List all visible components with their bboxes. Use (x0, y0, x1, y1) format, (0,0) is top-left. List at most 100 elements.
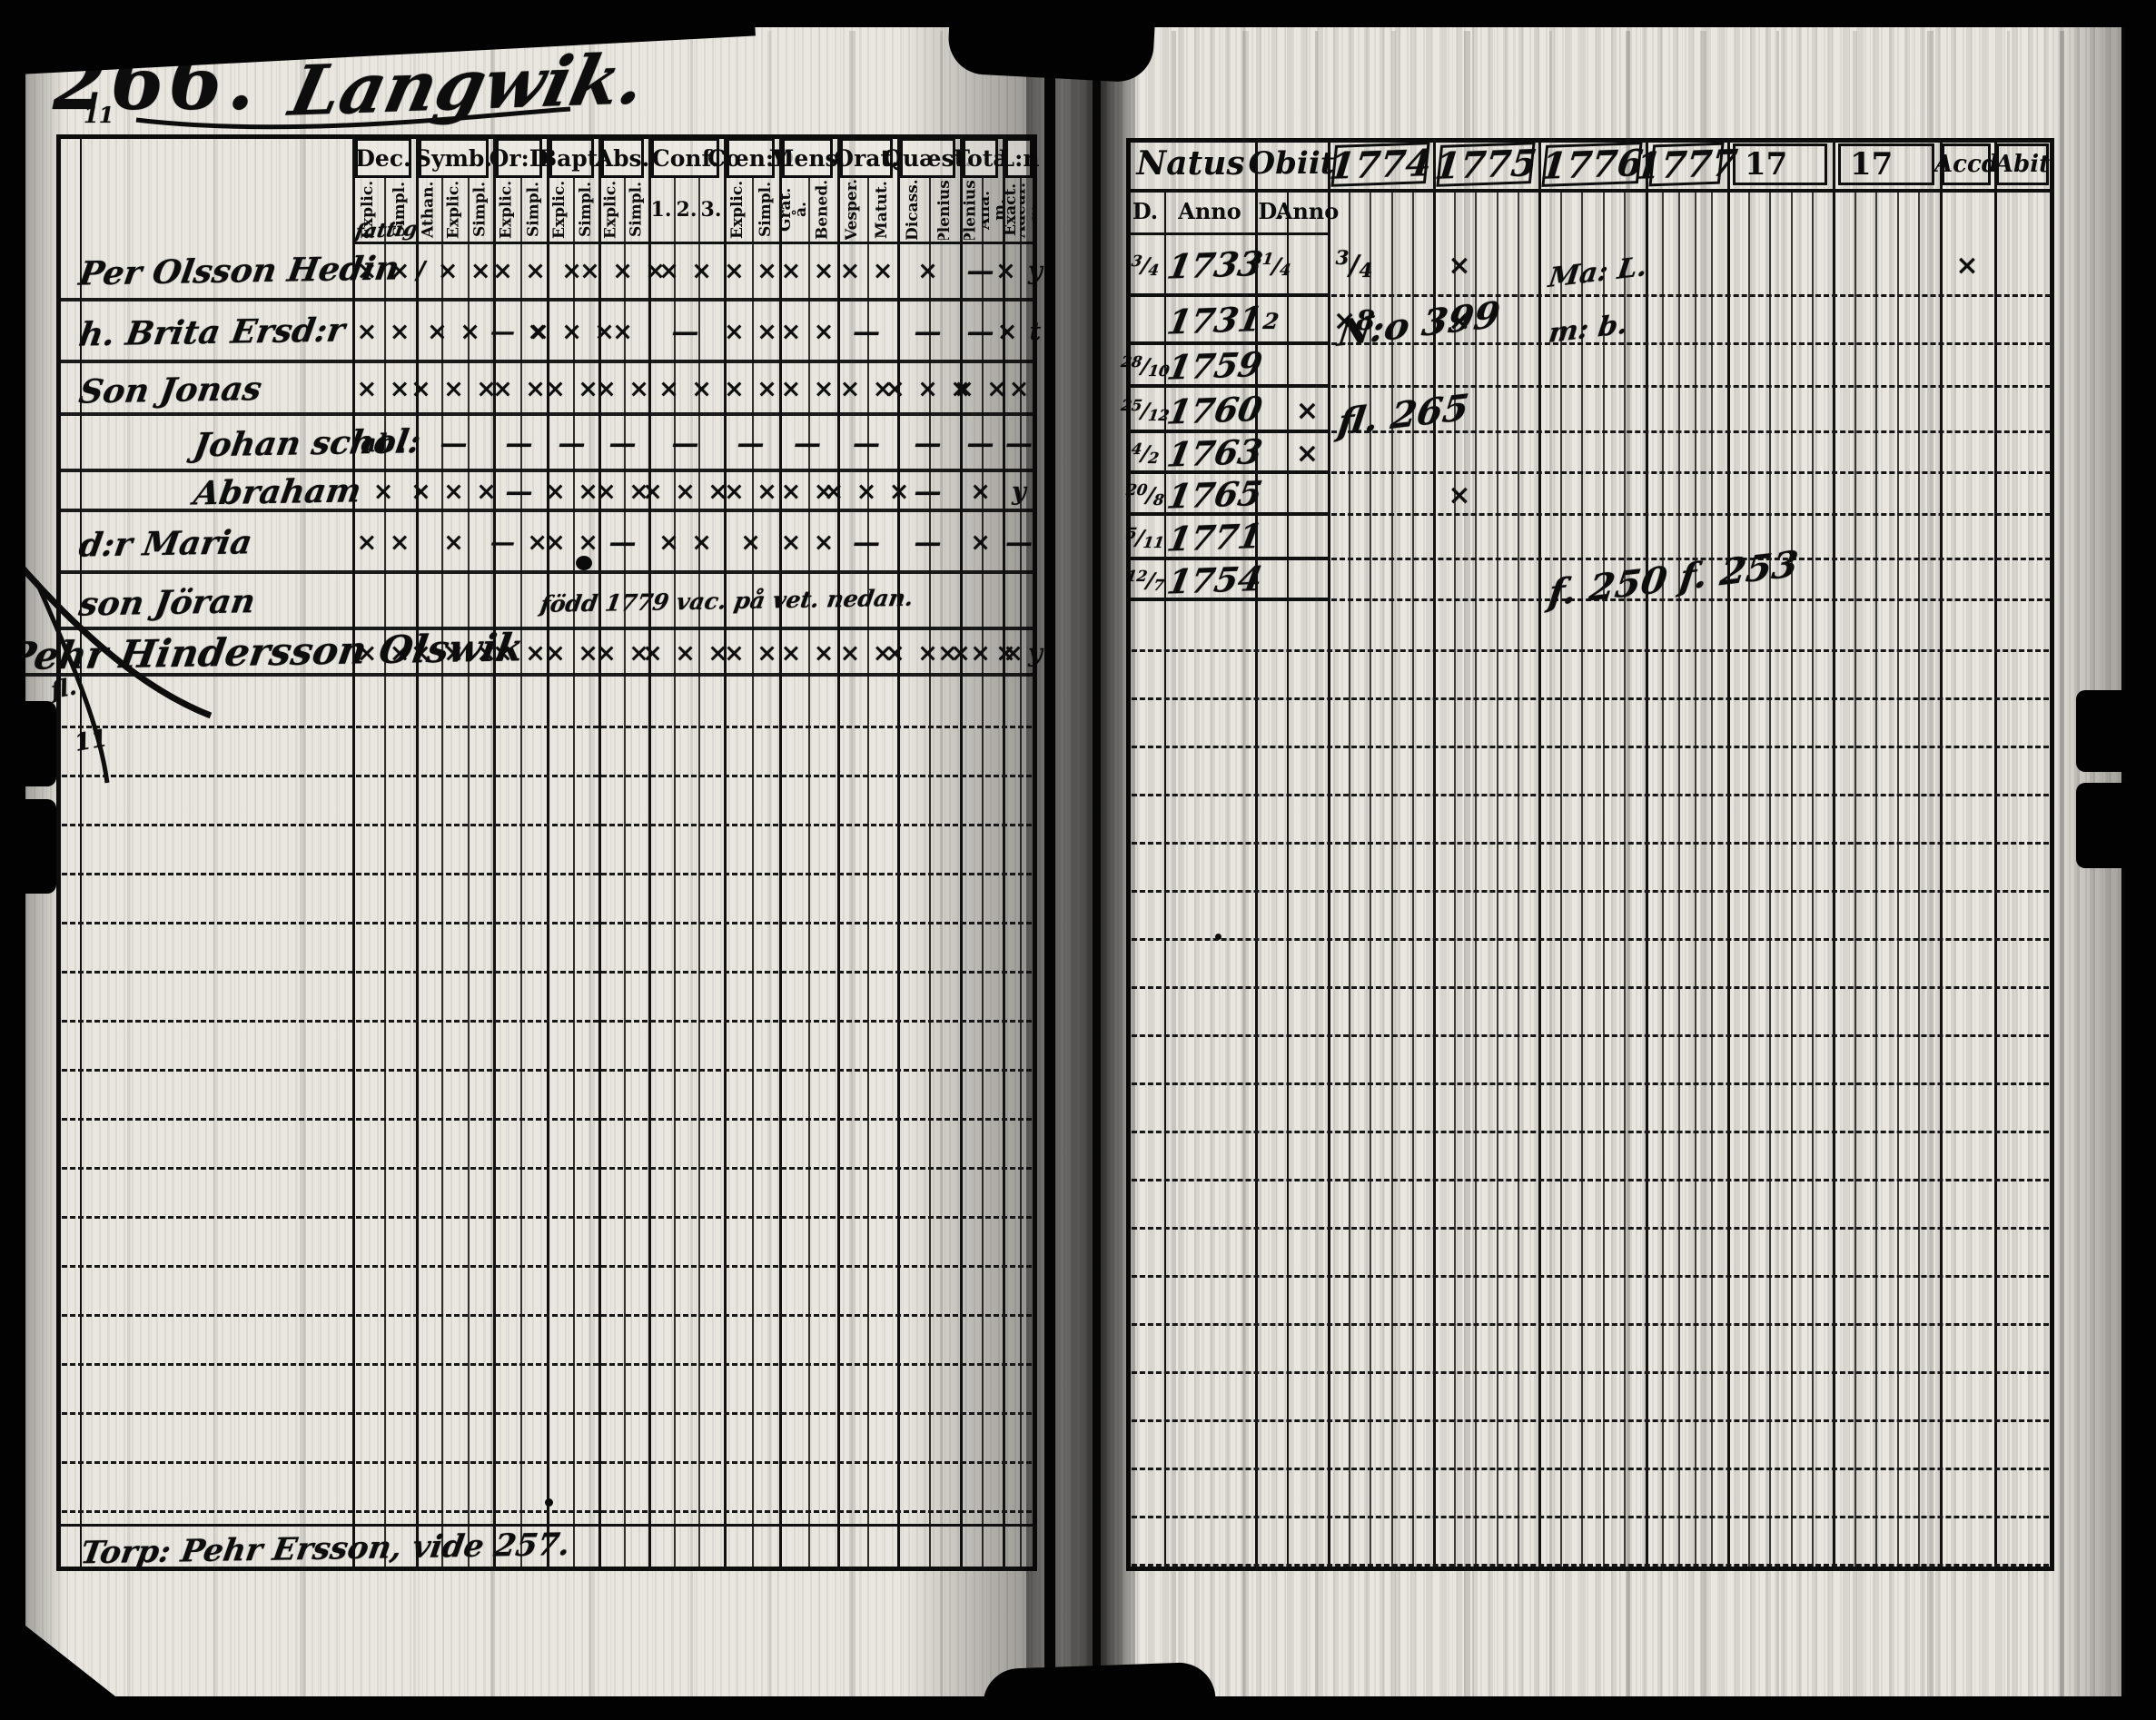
left-col-header-label: Tota (953, 144, 1008, 172)
right-group-divider (1727, 138, 1730, 1571)
right-row-natus-d: 12/7 (1124, 566, 1166, 595)
left-row-mark: × × (596, 375, 651, 403)
left-subcol-label: Explic. (547, 180, 573, 240)
left-col-header-Orat.: Orat. (834, 138, 899, 178)
right-subheader-label: D. (1132, 197, 1159, 224)
left-subcol-label: Grat. å. (779, 180, 808, 240)
scan-streak (2060, 31, 2064, 1698)
right-year-header: 1774 (1327, 141, 1434, 188)
right-empty-row-line (1132, 938, 2049, 941)
left-row-mark: × y (995, 639, 1044, 667)
right-row-year-dashline (1331, 513, 2051, 516)
right-row-natus-anno: 1771 (1163, 516, 1266, 559)
right-empty-row-line (1132, 1371, 2049, 1374)
right-empty-row-line (1132, 1516, 2049, 1518)
right-empty-row-line (1132, 842, 2049, 845)
left-col-header-Abs.: Abs. (596, 138, 649, 178)
right-header-natus: Natus (1136, 144, 1245, 183)
left-subcol-label: Simpl. (520, 180, 548, 240)
left-subcol-label-text: Explic. (601, 180, 620, 240)
left-empty-row-line (62, 873, 1032, 875)
left-row-mark: × × (839, 257, 895, 285)
left-col-header-label: Quæst. (883, 144, 973, 172)
right-row-natus-anno: 1759 (1163, 344, 1266, 388)
left-col-header-Dec.: Dec. (355, 138, 411, 178)
left-subcol-label-text: Alia. m. (982, 190, 1004, 230)
left-row-mark: × × × (410, 478, 499, 506)
left-empty-row-line (62, 1069, 1032, 1072)
left-col-header-Quæst.: Quæst. (883, 138, 973, 178)
left-row-mark: — × (490, 318, 550, 346)
left-row-mark: × × (954, 375, 1009, 403)
left-empty-row-line (62, 1363, 1032, 1366)
left-page (25, 27, 1044, 1705)
right-row-year-dashline (1331, 598, 2051, 601)
left-group-divider (493, 134, 496, 1571)
ink-blot (545, 1498, 553, 1507)
right-row-natus-d: 4/2 (1130, 439, 1161, 468)
right-row-year-dashline (1331, 342, 2051, 345)
left-row-mark: — (608, 527, 638, 559)
right-row-natus-d: 28/10 (1120, 351, 1171, 381)
left-col-header-Or:D: Or:D (490, 138, 549, 178)
left-row-mark: — (505, 476, 535, 508)
left-subcol-label-text: Matut. (873, 181, 891, 239)
ink-blot (576, 556, 592, 570)
left-row-mark: × (970, 529, 993, 557)
right-subheader-label: D. (1258, 197, 1284, 224)
left-row-mark: × × (492, 639, 548, 667)
left-row-mark: × × (658, 375, 714, 403)
right-header-abit: Abit (1995, 143, 2050, 185)
left-subcol-label-text: 3. (700, 198, 722, 222)
left-col-header-label: Symb. (414, 144, 493, 172)
left-name-col-line (352, 134, 355, 1571)
left-row-mark: × × (780, 529, 836, 557)
right-group-divider (1433, 138, 1436, 1571)
left-row-mark: × × (356, 257, 412, 285)
right-header-bottom-line (1126, 189, 2054, 193)
left-row-name: Pehr Hindersson Olswik (3, 625, 527, 679)
right-year-header: 17 (1733, 143, 1827, 185)
right-empty-row-line (1132, 986, 2049, 989)
left-row-mark: × × (492, 257, 548, 285)
left-row-mark: — (853, 428, 882, 460)
left-subcol-label-text: Plenius. (935, 180, 954, 240)
left-group-divider (724, 134, 727, 1571)
left-col-header-label: Orat. (834, 144, 899, 172)
left-row-mark: × (970, 478, 993, 506)
left-empty-row-line (62, 1020, 1032, 1023)
left-row-mark: × (740, 529, 763, 557)
right-year-lane-line (1662, 189, 1664, 1571)
left-subcol-label-text: Grat. å. (779, 187, 808, 232)
left-row-mark: × × (724, 639, 779, 667)
left-col-header-Symb.: Symb. (415, 138, 492, 178)
left-row-mark: × × × (579, 257, 668, 285)
left-row-mark: × × (356, 529, 412, 557)
left-row-mark: ab. (361, 430, 408, 458)
left-subcol-label: 1. (648, 180, 674, 240)
left-empty-row-line (62, 775, 1032, 777)
left-row-mark: × × × (410, 375, 499, 403)
right-row-natus-anno: 1765 (1163, 473, 1266, 517)
right-year-header: 1776 (1538, 141, 1646, 188)
right-year-lane-line (1560, 189, 1562, 1571)
left-row-mark: × × (545, 478, 600, 506)
right-year-lane-line (1391, 189, 1393, 1571)
left-row-underline (7, 673, 1037, 677)
right-year-header: 1777 (1633, 141, 1740, 188)
right-subheader-underline (1126, 232, 1328, 235)
right-row-natus-anno: 1754 (1163, 559, 1266, 602)
gutter-line (1093, 27, 1101, 1698)
left-subcol-label-text: Exact. (1003, 183, 1020, 237)
right-group-divider (1255, 138, 1258, 1571)
left-subcol-label: Adcur. m. (1020, 180, 1037, 240)
left-subcol-label-text: Vesper. (843, 180, 861, 240)
left-marginalia-top: 11 (84, 102, 114, 128)
left-row-mark: × × (780, 478, 836, 506)
left-empty-row-line (62, 971, 1032, 974)
left-subcol-label: Dicass. (897, 180, 929, 240)
left-row-name: Johan schol: (191, 422, 424, 465)
scan-edge-top (0, 0, 2156, 27)
right-year-lane-line (1349, 189, 1350, 1571)
right-row-natus-d (1123, 297, 1167, 345)
